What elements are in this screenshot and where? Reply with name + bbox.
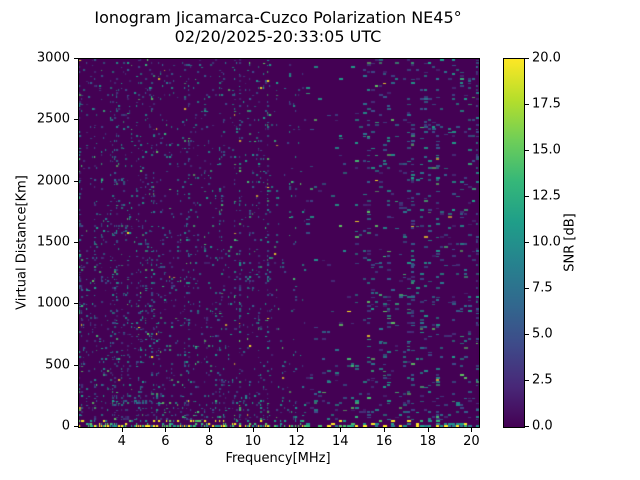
x-tick-label: 16 <box>375 434 393 449</box>
x-tick-label: 12 <box>288 434 305 449</box>
y-tick-mark <box>74 242 78 243</box>
x-tick-label: 4 <box>117 434 126 449</box>
colorbar-tick-mark <box>525 242 529 243</box>
x-tick-label: 20 <box>463 434 480 449</box>
colorbar-tick-mark <box>525 380 529 381</box>
colorbar-tick-mark <box>525 150 529 151</box>
x-tick-label: 8 <box>205 434 214 449</box>
colorbar-tick-label: 15.0 <box>532 142 561 158</box>
x-tick-label: 6 <box>161 434 170 449</box>
ionogram-heatmap <box>79 59 479 427</box>
colorbar-tick-label: 7.5 <box>532 280 553 296</box>
chart-title-line1: Ionogram Jicamarca-Cuzco Polarization NE… <box>94 8 462 27</box>
y-axis-label: Virtual Distance[Km] <box>14 175 30 310</box>
colorbar-tick-mark <box>525 196 529 197</box>
colorbar-label: SNR [dB] <box>562 213 578 272</box>
chart-title: Ionogram Jicamarca-Cuzco Polarization NE… <box>78 8 478 46</box>
x-tick-label: 14 <box>332 434 349 449</box>
x-tick-mark <box>427 428 429 432</box>
x-tick-mark <box>340 428 342 432</box>
y-tick-mark <box>74 364 78 366</box>
x-tick-label: 10 <box>244 434 262 449</box>
y-tick-label: 500 <box>45 357 70 373</box>
x-tick-mark <box>296 428 298 432</box>
y-tick-label: 1000 <box>36 295 70 311</box>
y-tick-mark <box>74 303 78 305</box>
y-tick-label: 2000 <box>36 173 70 189</box>
colorbar-tick-label: 5.0 <box>532 326 553 342</box>
y-tick-mark <box>74 119 78 121</box>
x-tick-mark <box>165 428 167 432</box>
colorbar-tick-mark <box>525 334 529 335</box>
x-tick-mark <box>252 428 254 432</box>
colorbar-tick-mark <box>525 104 529 105</box>
x-tick-mark <box>121 428 123 432</box>
colorbar-tick-label: 2.5 <box>532 372 553 388</box>
x-axis-label: Frequency[MHz] <box>225 451 331 466</box>
y-tick-label: 3000 <box>36 50 70 66</box>
x-tick-mark <box>384 428 385 432</box>
y-tick-mark <box>74 426 78 427</box>
colorbar <box>503 58 525 428</box>
colorbar-tick-label: 0.0 <box>532 418 553 434</box>
x-tick-label: 18 <box>419 434 436 449</box>
colorbar-tick-label: 17.5 <box>532 96 561 112</box>
colorbar-tick-mark <box>525 288 529 289</box>
colorbar-tick-label: 12.5 <box>532 188 561 204</box>
y-tick-mark <box>74 58 78 59</box>
y-tick-label: 1500 <box>36 234 70 250</box>
colorbar-tick-mark <box>525 58 529 59</box>
x-tick-mark <box>471 428 473 432</box>
colorbar-tick-label: 10.0 <box>532 234 561 250</box>
y-tick-label: 2500 <box>36 111 70 127</box>
colorbar-tick-label: 20.0 <box>532 50 561 66</box>
plot-area <box>78 58 480 428</box>
y-tick-mark <box>74 180 78 182</box>
y-tick-label: 0 <box>61 418 70 434</box>
chart-title-line2: 02/20/2025-20:33:05 UTC <box>174 27 382 46</box>
colorbar-tick-mark <box>525 426 529 427</box>
x-tick-mark <box>209 428 211 432</box>
